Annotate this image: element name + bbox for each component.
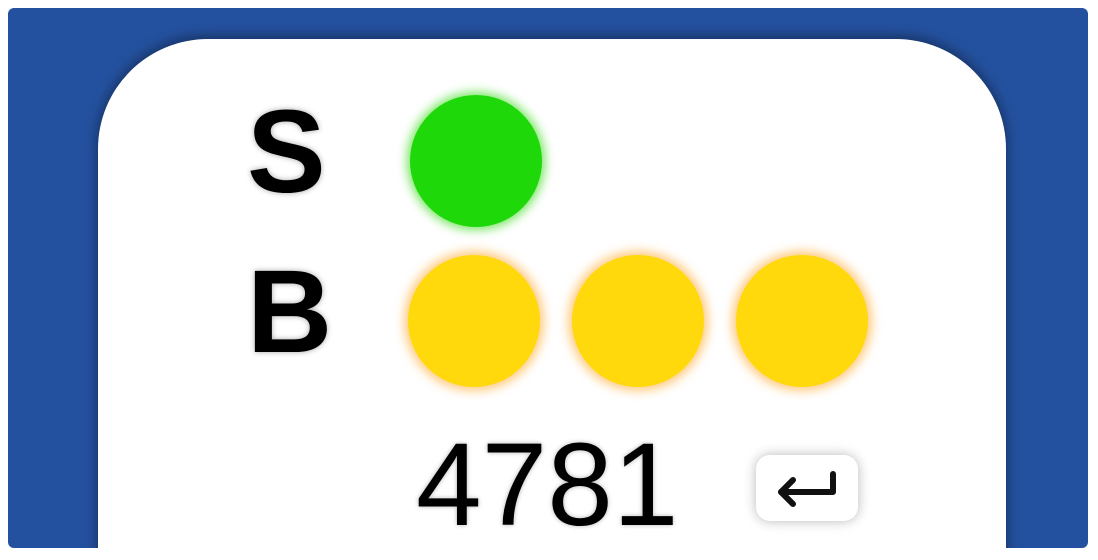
game-frame: S B 4781	[8, 8, 1088, 548]
ball-indicator	[408, 255, 540, 387]
enter-button[interactable]	[756, 455, 858, 521]
guess-number: 4781	[416, 419, 679, 548]
scoreboard-card: S B 4781	[98, 39, 1006, 548]
enter-return-icon	[778, 471, 836, 507]
ball-label: B	[247, 246, 333, 378]
strike-indicator	[410, 95, 542, 227]
ball-indicator	[736, 255, 868, 387]
ball-indicator	[572, 255, 704, 387]
strike-label: S	[247, 86, 326, 218]
